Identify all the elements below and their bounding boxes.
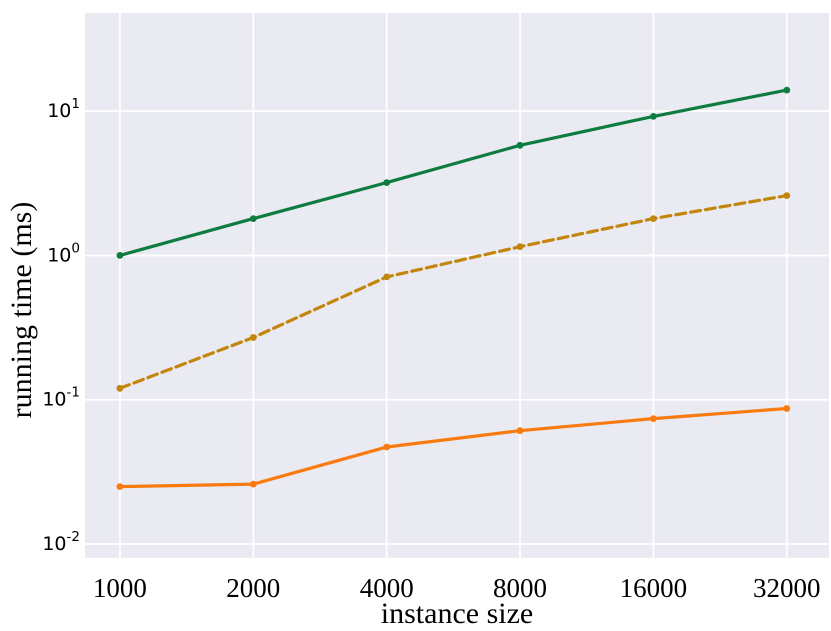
y-tick-label-10^1: 101 [47, 96, 80, 122]
y-tick-label-10^-1: 10-1 [42, 385, 80, 411]
data-point-gold-dashed-4000 [383, 273, 391, 281]
data-point-gold-dashed-1000 [116, 384, 124, 392]
data-point-green-solid-2000 [249, 215, 257, 223]
data-point-orange-solid-16000 [650, 415, 657, 422]
x-tick-label-4000: 4000 [360, 573, 414, 603]
x-axis-label: instance size [380, 597, 534, 630]
data-point-orange-solid-1000 [116, 483, 124, 490]
data-point-green-solid-32000 [783, 86, 791, 94]
data-point-orange-solid-32000 [783, 405, 791, 412]
x-tick-label-1000: 1000 [93, 573, 147, 603]
y-tick-label-10^-2: 10-2 [42, 529, 80, 555]
data-point-gold-dashed-16000 [650, 215, 657, 223]
plot-area [85, 13, 829, 558]
data-point-orange-solid-2000 [249, 480, 257, 488]
data-point-green-solid-1000 [116, 252, 124, 259]
series-line-orange-solid [118, 406, 789, 489]
series-line-green-solid [118, 88, 789, 257]
x-tick-label-2000: 2000 [226, 573, 280, 603]
y-axis-label: running time (ms) [5, 201, 38, 419]
data-point-orange-solid-4000 [383, 443, 391, 451]
series-line-gold-dashed [118, 194, 789, 390]
data-point-green-solid-4000 [383, 179, 391, 187]
data-point-orange-solid-8000 [516, 427, 524, 435]
data-point-gold-dashed-2000 [249, 334, 257, 341]
y-tick-label-10^0: 100 [47, 240, 80, 266]
data-point-gold-dashed-8000 [516, 243, 524, 251]
data-point-green-solid-16000 [650, 113, 657, 120]
data-point-green-solid-8000 [516, 141, 524, 149]
x-tick-label-8000: 8000 [493, 573, 547, 603]
x-tick-label-16000: 16000 [620, 573, 688, 603]
x-tick-label-32000: 32000 [753, 573, 821, 603]
data-point-gold-dashed-32000 [783, 192, 791, 200]
